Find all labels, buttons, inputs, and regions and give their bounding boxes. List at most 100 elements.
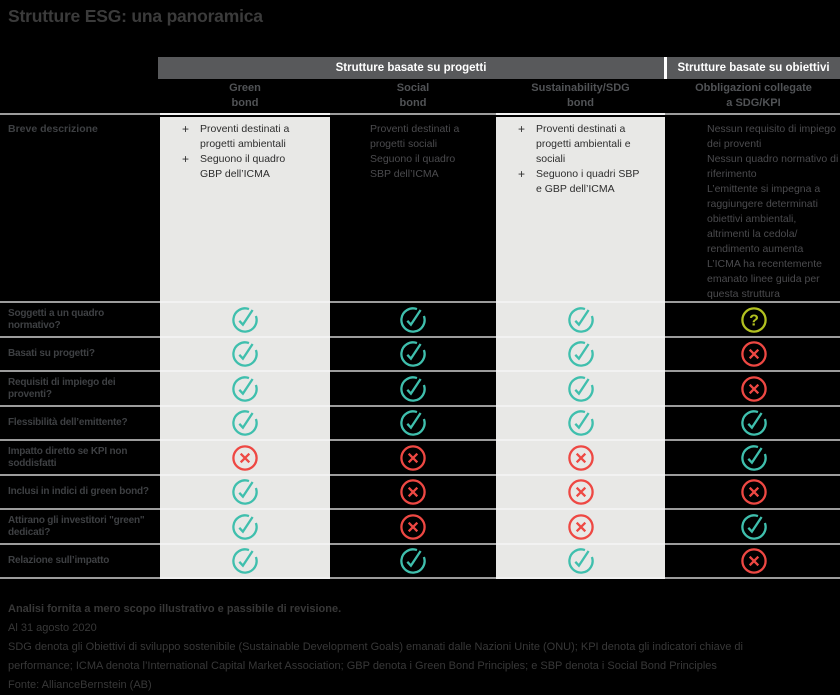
desc-text: Proventi destinati a progetti ambientali… (536, 123, 631, 165)
desc-cell-green-bond: + Proventi destinati a progetti ambiental… (160, 117, 330, 301)
plus-bullet (352, 152, 370, 182)
desc-text: Seguono i quadri SBP e GBP dell’ICMA (536, 168, 640, 195)
desc-item: + Proventi destinati a progetti ambiental… (160, 122, 330, 152)
check-icon (496, 407, 665, 439)
sustainability-stripe (496, 117, 665, 301)
check-icon (330, 303, 496, 336)
footnote-line: SDG denota gli Obiettivi di sviluppo sos… (8, 641, 743, 653)
desc-item: L’ICMA ha recentemente emanato linee gui… (667, 257, 840, 302)
check-icon (496, 372, 665, 405)
check-icon (160, 303, 330, 336)
row-label: Basati su progetti? (8, 348, 95, 359)
footnotes: Analisi fornita a mero scopo illustrativ… (8, 600, 743, 695)
row-separator (0, 543, 840, 545)
check-icon (160, 545, 330, 577)
desc-text: L’emittente si impegna a raggiungere det… (707, 183, 821, 255)
plus-bullet: + (182, 152, 190, 166)
column-group-progetti: Strutture basate su progetti (158, 57, 664, 79)
cross-icon (667, 545, 840, 577)
row-separator (0, 439, 840, 441)
desc-item: + Seguono i quadri SBP e GBP dell’ICMA (496, 167, 665, 197)
footnote-line: performance; ICMA denota l’International… (8, 660, 717, 672)
row-separator (0, 474, 840, 476)
desc-cell-social-bond: Proventi destinati a progetti sociali Se… (330, 117, 496, 301)
table-row: Impatto diretto se KPI non soddisfatti (0, 439, 840, 474)
check-icon (330, 372, 496, 405)
column-header-social-bond: Social bond (330, 81, 496, 114)
cross-icon (496, 510, 665, 543)
desc-item: + Seguono il quadro GBP dell’ICMA (160, 152, 330, 182)
check-icon (667, 407, 840, 439)
check-icon (160, 407, 330, 439)
column-header-line: bond (399, 97, 427, 109)
desc-text: Nessun requisito di impiego dei proventi (707, 123, 836, 150)
column-header-line: bond (231, 97, 259, 109)
check-icon (160, 476, 330, 508)
desc-text: L’ICMA ha recentemente emanato linee gui… (707, 258, 822, 300)
column-header-line: Social (396, 82, 430, 94)
desc-text: Seguono il quadro SBP dell’ICMA (370, 153, 456, 180)
column-group-obiettivi: Strutture basate su obiettivi (667, 57, 840, 79)
desc-text: Proventi destinati a progetti sociali (370, 123, 460, 150)
plus-bullet: + (518, 122, 526, 136)
cross-icon (667, 476, 840, 508)
row-separator (0, 336, 840, 338)
cross-icon (330, 476, 496, 508)
table-row: Requisiti di impiego dei proventi? (0, 370, 840, 405)
check-icon (160, 510, 330, 543)
check-icon (160, 372, 330, 405)
check-icon (667, 441, 840, 474)
column-header-line: Green (229, 82, 261, 94)
footnote-line: Fonte: AllianceBernstein (AB) (8, 679, 152, 691)
row-label: Flessibilità dell’emittente? (8, 417, 128, 428)
cross-icon (160, 441, 330, 474)
page-title: Strutture ESG: una panoramica (8, 6, 263, 26)
desc-item: Nessun requisito di impiego dei proventi (667, 122, 840, 152)
check-icon (496, 303, 665, 336)
desc-text: Nessun quadro normativo di riferimento (707, 153, 839, 180)
column-header-green-bond: Green bond (160, 81, 330, 114)
check-icon (160, 338, 330, 370)
cross-icon (496, 476, 665, 508)
cross-icon (330, 510, 496, 543)
check-icon (667, 510, 840, 543)
plus-bullet (689, 122, 707, 152)
question-icon: ? (667, 303, 840, 336)
row-separator (0, 405, 840, 407)
table-row: Attirano gli investitori "green" dedicat… (0, 508, 840, 543)
column-header-line: Sustainability/SDG (531, 82, 630, 94)
row-label: Requisiti di impiego dei proventi? (8, 376, 116, 400)
check-icon (330, 338, 496, 370)
desc-text: Seguono il quadro GBP dell’ICMA (200, 153, 286, 180)
footnote-line: Analisi fornita a mero scopo illustrativ… (8, 603, 342, 615)
row-label: Soggetti a un quadro normativo? (8, 307, 104, 331)
desc-item: Seguono il quadro SBP dell’ICMA (330, 152, 496, 182)
column-header-line: bond (567, 97, 594, 109)
check-icon (496, 338, 665, 370)
cross-icon (667, 338, 840, 370)
check-icon (330, 407, 496, 439)
desc-text: Proventi destinati a progetti ambientali (200, 123, 290, 150)
column-header-sdg-kpi-bond: Obbligazioni collegate a SDG/KPI (667, 81, 840, 114)
green-bond-stripe (160, 117, 330, 301)
column-header-line: a SDG/KPI (726, 97, 781, 109)
plus-bullet (352, 122, 370, 152)
table-row: Flessibilità dell’emittente? (0, 405, 840, 439)
desc-cell-sustainability: + Proventi destinati a progetti ambiental… (496, 117, 665, 301)
plus-bullet (689, 152, 707, 182)
row-label: Inclusi in indici di green bond? (8, 486, 149, 497)
table-bottom-border (0, 577, 840, 579)
desc-item: L’emittente si impegna a raggiungere det… (667, 182, 840, 257)
row-label: Impatto diretto se KPI non soddisfatti (8, 445, 128, 469)
row-label: Breve descrizione (8, 123, 98, 135)
table-top-border (0, 113, 840, 115)
plus-bullet: + (182, 122, 190, 136)
table-row: Basati su progetti? (0, 336, 840, 370)
desc-item: Proventi destinati a progetti sociali (330, 122, 496, 152)
plus-bullet (689, 257, 707, 302)
desc-cell-sdg-kpi: Nessun requisito di impiego dei proventi… (667, 117, 840, 301)
cross-icon (330, 441, 496, 474)
table-row: Relazione sull’impatto (0, 543, 840, 577)
footnote-line: Al 31 agosto 2020 (8, 622, 97, 634)
